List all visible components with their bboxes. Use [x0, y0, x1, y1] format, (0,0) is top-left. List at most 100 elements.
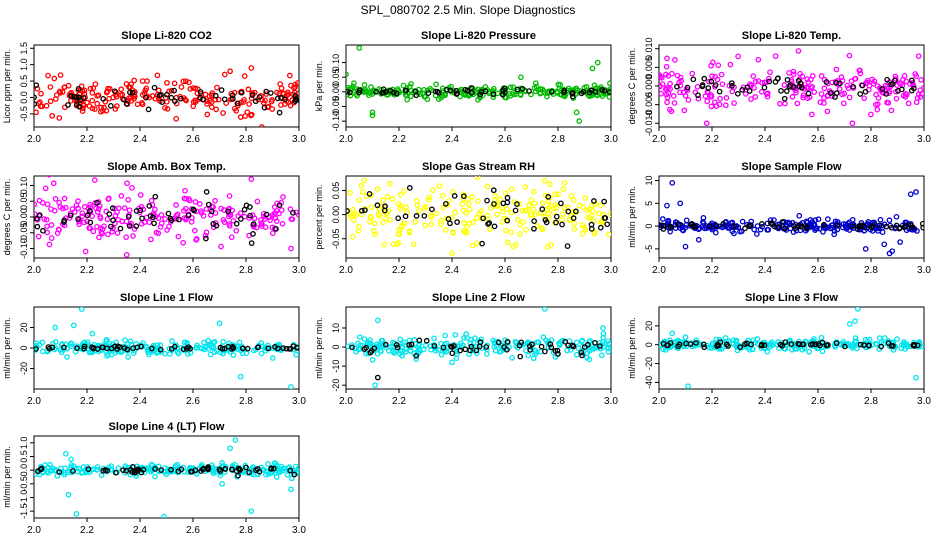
data-point	[166, 223, 172, 230]
data-point	[288, 486, 294, 493]
data-point	[248, 240, 255, 246]
data-point	[182, 187, 188, 194]
data-point	[254, 466, 261, 472]
data-point	[667, 337, 673, 344]
y-tick-label: -0.05	[19, 223, 29, 244]
data-point	[57, 72, 64, 78]
data-point	[52, 196, 59, 202]
data-point	[473, 240, 480, 247]
data-point	[550, 209, 557, 215]
data-point	[693, 340, 699, 346]
data-point	[586, 338, 593, 345]
y-tick-label: 0	[331, 345, 341, 350]
data-point	[68, 93, 74, 99]
data-point	[208, 104, 215, 111]
data-point	[897, 239, 904, 245]
data-point	[219, 480, 225, 487]
data-point	[237, 373, 244, 380]
data-point	[192, 199, 199, 205]
data-point	[374, 317, 381, 324]
data-point	[799, 73, 806, 80]
data-point	[591, 82, 598, 89]
data-point	[433, 210, 440, 217]
data-point	[462, 346, 469, 353]
data-point	[267, 90, 274, 96]
data-point	[421, 213, 428, 219]
data-point	[510, 91, 517, 98]
data-point	[139, 78, 146, 84]
data-point	[205, 466, 211, 473]
data-point	[366, 191, 373, 197]
data-point	[106, 85, 113, 92]
data-point	[34, 94, 37, 101]
data-point	[821, 100, 827, 106]
data-point	[706, 78, 712, 85]
data-point	[403, 87, 410, 94]
data-point	[86, 225, 93, 231]
y-axis-label: ml/min per min.	[314, 317, 324, 379]
data-point	[739, 218, 746, 225]
data-point	[214, 84, 220, 91]
data-point	[346, 71, 349, 78]
data-point	[888, 224, 895, 231]
data-point	[158, 467, 165, 473]
data-point	[162, 216, 168, 222]
data-point	[508, 209, 515, 216]
data-point	[169, 338, 175, 344]
data-point	[578, 349, 585, 356]
data-point	[685, 383, 691, 389]
data-point	[861, 95, 868, 102]
data-point	[152, 95, 159, 102]
data-point	[120, 467, 126, 473]
data-point	[167, 215, 174, 222]
data-point	[873, 91, 879, 98]
data-point	[441, 347, 447, 354]
data-point	[208, 99, 215, 105]
data-point	[598, 218, 605, 225]
data-point	[173, 212, 180, 219]
data-point	[368, 84, 374, 90]
data-point	[367, 337, 374, 344]
data-point	[745, 337, 752, 344]
y-tick-label: 0.005	[644, 56, 654, 79]
data-point	[718, 71, 725, 78]
data-point	[569, 93, 576, 100]
data-point	[164, 79, 170, 86]
data-point	[137, 192, 144, 198]
data-point	[562, 338, 569, 345]
data-point	[346, 208, 350, 214]
x-tick-label: 2.0	[27, 265, 41, 276]
data-point	[896, 80, 903, 86]
data-point	[356, 223, 362, 230]
y-tick-label: 0.000	[644, 75, 654, 98]
x-tick-label: 2.6	[186, 134, 200, 145]
data-point	[220, 338, 227, 345]
data-point	[509, 355, 516, 361]
data-points	[346, 45, 611, 124]
data-point	[447, 87, 454, 94]
data-point	[408, 81, 414, 87]
data-point	[152, 466, 158, 472]
data-point	[181, 195, 188, 202]
data-point	[68, 343, 75, 350]
data-point	[393, 90, 400, 97]
x-tick-label: 3.0	[604, 134, 618, 145]
data-point	[432, 347, 439, 354]
data-point	[514, 201, 520, 208]
data-point	[690, 76, 697, 83]
data-point	[591, 198, 597, 204]
data-point	[401, 220, 407, 227]
data-point	[118, 86, 125, 93]
data-point	[87, 219, 94, 226]
data-point	[531, 225, 537, 232]
data-point	[218, 87, 225, 93]
data-point	[877, 216, 884, 223]
data-point	[457, 347, 464, 354]
data-point	[367, 349, 374, 356]
data-point	[534, 223, 541, 229]
data-point	[434, 88, 441, 95]
data-point	[356, 334, 363, 341]
data-point	[34, 109, 39, 116]
data-point	[709, 73, 715, 80]
data-point	[96, 234, 102, 241]
